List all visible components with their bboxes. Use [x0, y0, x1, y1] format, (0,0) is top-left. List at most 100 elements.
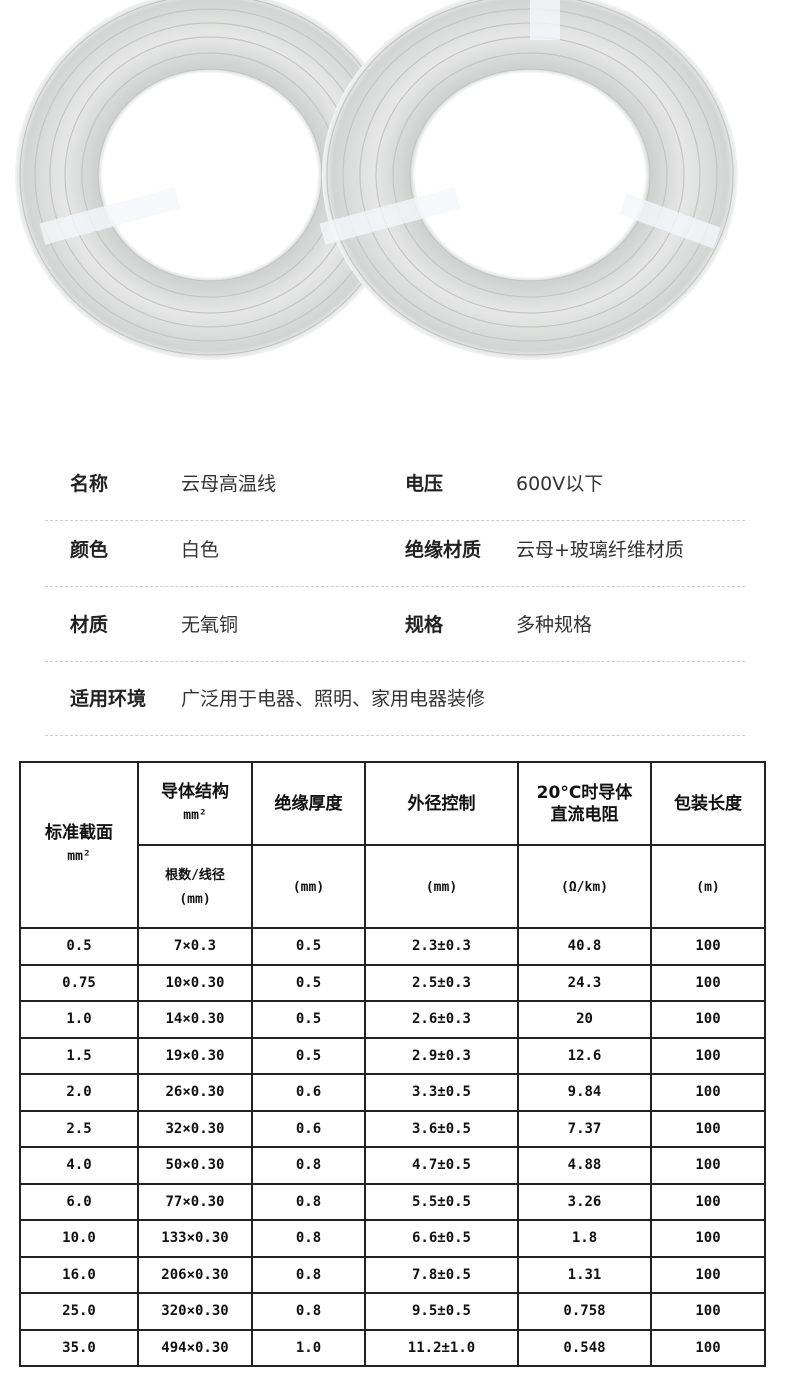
coil-left	[15, 0, 405, 360]
table-cell: 4.0	[19, 1146, 139, 1185]
table-cell: 50×0.30	[137, 1146, 253, 1185]
header-length: 包装长度	[650, 761, 766, 846]
table-cell: 14×0.30	[137, 1000, 253, 1039]
table-cell: 100	[650, 1182, 766, 1221]
header-cross-section: 标准截面 mm²	[19, 761, 139, 929]
table-cell: 10×0.30	[137, 963, 253, 1002]
spec-value: 600V以下	[516, 473, 604, 495]
spec-value: 云母+玻璃纤维材质	[516, 539, 684, 561]
table-row: 1.5 19×0.30 0.5 2.9±0.3 12.6 100	[19, 1036, 766, 1075]
table-cell: 100	[650, 1146, 766, 1185]
table-cell: 2.0	[19, 1073, 139, 1112]
table-cell: 10.0	[19, 1219, 139, 1258]
table-cell: 100	[650, 1073, 766, 1112]
table-cell: 100	[650, 1000, 766, 1039]
table-row: 4.0 50×0.30 0.8 4.7±0.5 4.88 100	[19, 1146, 766, 1185]
spec-label: 名称	[70, 473, 109, 495]
spec-table: 标准截面 mm² 导体结构 mm² 绝缘厚度 外径控制 20°C时导体直流电阻 包装…	[19, 761, 766, 1367]
header-outer-diameter: 外径控制	[364, 761, 519, 846]
table-cell: 7×0.3	[137, 927, 253, 966]
spec-value: 白色	[181, 539, 220, 561]
table-cell: 1.0	[251, 1328, 366, 1367]
unit-outer-diameter: (mm)	[364, 844, 519, 929]
spec-row: 适用环境 广泛用于电器、照明、家用电器装修	[45, 662, 745, 736]
table-cell: 6.6±0.5	[364, 1219, 519, 1258]
spec-value: 云母高温线	[181, 473, 277, 495]
table-cell: 0.75	[19, 963, 139, 1002]
table-cell: 2.6±0.3	[364, 1000, 519, 1039]
table-row: 2.0 26×0.30 0.6 3.3±0.5 9.84 100	[19, 1073, 766, 1112]
table-cell: 100	[650, 1219, 766, 1258]
table-row: 25.0 320×0.30 0.8 9.5±0.5 0.758 100	[19, 1292, 766, 1331]
table-cell: 7.8±0.5	[364, 1255, 519, 1294]
table-cell: 0.5	[251, 927, 366, 966]
table-cell: 100	[650, 1036, 766, 1075]
table-cell: 0.5	[251, 963, 366, 1002]
header-insulation: 绝缘厚度	[251, 761, 366, 846]
table-cell: 25.0	[19, 1292, 139, 1331]
table-cell: 3.6±0.5	[364, 1109, 519, 1148]
spec-label: 电压	[405, 473, 444, 495]
table-cell: 100	[650, 1255, 766, 1294]
table-cell: 11.2±1.0	[364, 1328, 519, 1367]
table-row: 0.75 10×0.30 0.5 2.5±0.3 24.3 100	[19, 963, 766, 1002]
table-cell: 12.6	[517, 1036, 652, 1075]
table-cell: 0.8	[251, 1292, 366, 1331]
table-cell: 2.3±0.3	[364, 927, 519, 966]
table-cell: 1.31	[517, 1255, 652, 1294]
table-cell: 0.6	[251, 1109, 366, 1148]
table-cell: 40.8	[517, 927, 652, 966]
table-cell: 1.8	[517, 1219, 652, 1258]
table-cell: 2.5±0.3	[364, 963, 519, 1002]
table-row: 10.0 133×0.30 0.8 6.6±0.5 1.8 100	[19, 1219, 766, 1258]
table-cell: 0.548	[517, 1328, 652, 1367]
table-cell: 9.5±0.5	[364, 1292, 519, 1331]
table-cell: 100	[650, 1109, 766, 1148]
spec-label: 绝缘材质	[405, 539, 482, 561]
table-cell: 35.0	[19, 1328, 139, 1367]
table-cell: 0.8	[251, 1182, 366, 1221]
table-cell: 0.5	[251, 1036, 366, 1075]
table-row: 2.5 32×0.30 0.6 3.6±0.5 7.37 100	[19, 1109, 766, 1148]
table-cell: 26×0.30	[137, 1073, 253, 1112]
unit-insulation: (mm)	[251, 844, 366, 929]
table-cell: 100	[650, 1292, 766, 1331]
spec-row: 颜色 白色 绝缘材质 云母+玻璃纤维材质	[45, 513, 745, 587]
table-cell: 77×0.30	[137, 1182, 253, 1221]
table-cell: 4.7±0.5	[364, 1146, 519, 1185]
table-row: 16.0 206×0.30 0.8 7.8±0.5 1.31 100	[19, 1255, 766, 1294]
unit-length: (m)	[650, 844, 766, 929]
spec-label: 材质	[70, 614, 109, 636]
table-cell: 2.9±0.3	[364, 1036, 519, 1075]
product-image-wire-coils	[15, 0, 738, 360]
table-cell: 100	[650, 1328, 766, 1367]
table-cell: 2.5	[19, 1109, 139, 1148]
table-cell: 0.758	[517, 1292, 652, 1331]
table-cell: 16.0	[19, 1255, 139, 1294]
spec-label: 规格	[405, 614, 444, 636]
table-cell: 7.37	[517, 1109, 652, 1148]
unit-conductor: 根数/线径 (mm)	[137, 844, 253, 929]
spec-label: 颜色	[70, 539, 109, 561]
table-cell: 0.8	[251, 1146, 366, 1185]
table-cell: 1.5	[19, 1036, 139, 1075]
table-row: 35.0 494×0.30 1.0 11.2±1.0 0.548 100	[19, 1328, 766, 1367]
table-cell: 100	[650, 963, 766, 1002]
table-row: 1.0 14×0.30 0.5 2.6±0.3 20 100	[19, 1000, 766, 1039]
table-cell: 494×0.30	[137, 1328, 253, 1367]
spec-label: 适用环境	[70, 688, 147, 710]
table-cell: 0.5	[19, 927, 139, 966]
table-cell: 100	[650, 927, 766, 966]
header-conductor: 导体结构 mm²	[137, 761, 253, 846]
table-cell: 320×0.30	[137, 1292, 253, 1331]
table-cell: 0.8	[251, 1255, 366, 1294]
table-cell: 3.3±0.5	[364, 1073, 519, 1112]
table-cell: 20	[517, 1000, 652, 1039]
table-cell: 9.84	[517, 1073, 652, 1112]
table-cell: 32×0.30	[137, 1109, 253, 1148]
spec-value: 多种规格	[516, 614, 593, 636]
table-row: 6.0 77×0.30 0.8 5.5±0.5 3.26 100	[19, 1182, 766, 1221]
spec-row: 材质 无氧铜 规格 多种规格	[45, 588, 745, 662]
table-cell: 3.26	[517, 1182, 652, 1221]
coil-right	[319, 0, 738, 360]
